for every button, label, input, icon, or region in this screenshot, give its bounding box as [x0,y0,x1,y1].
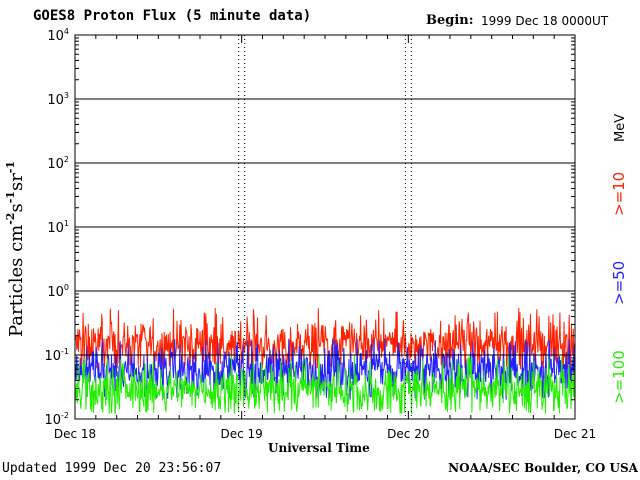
series-line-ge50 [74,338,576,400]
begin-value: 1999 Dec 18 0000UT [481,14,609,28]
x-tick-label: Dec 21 [554,427,596,441]
y-tick-label: 10-1 [44,347,69,364]
begin-label: Begin: [426,13,474,28]
source-credit: NOAA/SEC Boulder, CO USA [448,461,638,475]
y-tick-label: 100 [47,283,69,300]
legend-group: >=10 >=50 >=100 MeV [610,114,628,404]
plot-frame-group [74,34,576,420]
chart-title: GOES8 Proton Flux (5 minute data) [33,8,312,24]
y-tick-label: 10-2 [44,411,69,428]
y-tick-labels-group: 10-2 10-1 100 101 102 103 104 [44,27,69,428]
x-tick-label: Dec 18 [54,427,96,441]
y-axis-title-group: Particles cm-2s-1sr-1 [4,161,27,337]
plot-series-group [74,307,576,414]
legend-ge10: >=10 [610,172,628,216]
legend-ge100: >=100 [610,350,628,404]
x-axis-label: Universal Time [268,441,370,455]
y-axis-title: Particles cm-2s-1sr-1 [4,161,27,337]
y-tick-label: 102 [47,155,69,172]
x-tick-label: Dec 19 [221,427,263,441]
legend-ge50: >=50 [610,261,628,305]
plot-grid-group [75,35,575,419]
legend-unit: MeV [613,114,628,142]
x-tick-label: Dec 20 [387,427,429,441]
series-line-ge100 [74,355,576,414]
updated-timestamp: Updated 1999 Dec 20 23:56:07 [2,461,222,476]
x-tick-labels-group: Dec 18 Dec 19 Dec 20 Dec 21 [54,427,596,441]
y-tick-label: 101 [47,219,69,236]
y-tick-label: 103 [47,91,69,108]
y-tick-label: 104 [47,27,69,44]
